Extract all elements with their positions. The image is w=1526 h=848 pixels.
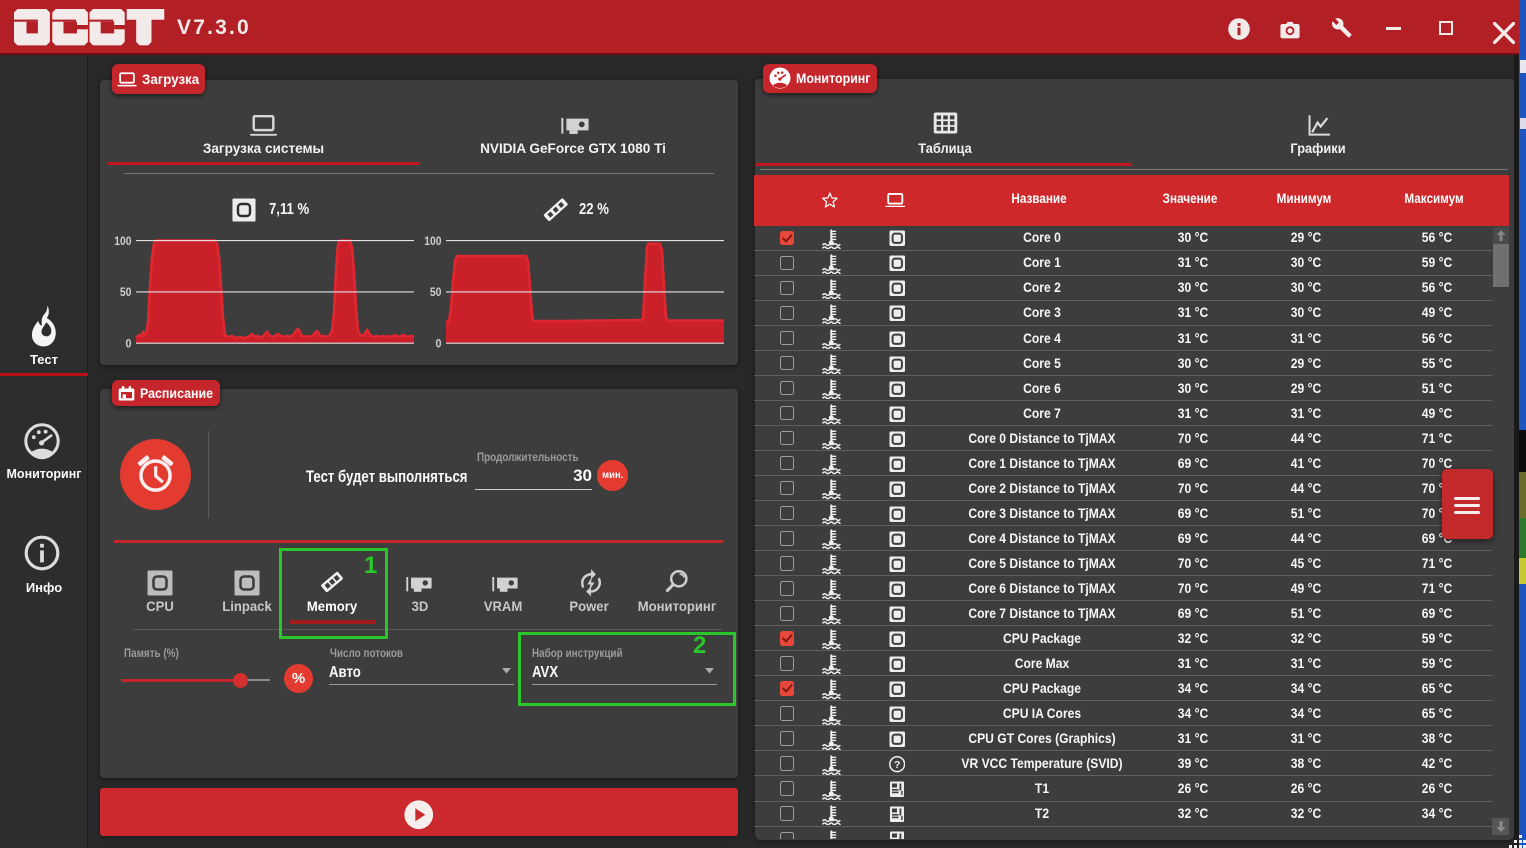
svg-text:50: 50 [120,285,132,299]
svg-text:100: 100 [424,234,441,248]
svg-text:0: 0 [436,336,442,350]
svg-text:50: 50 [430,285,442,299]
svg-text:0: 0 [126,336,132,350]
svg-text:100: 100 [114,234,131,248]
